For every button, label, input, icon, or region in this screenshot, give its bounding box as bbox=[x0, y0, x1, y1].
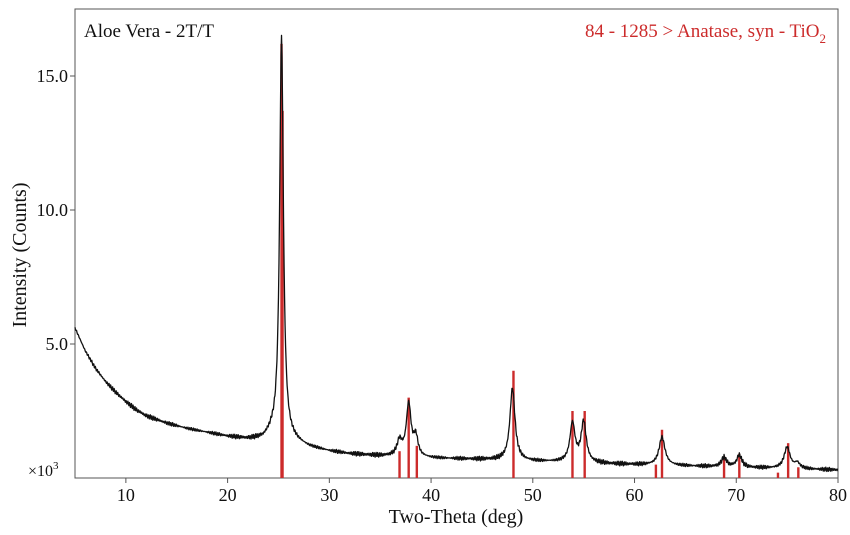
y-axis-label: Intensity (Counts) bbox=[9, 183, 31, 328]
y-tick-label: 5.0 bbox=[46, 334, 69, 354]
x-tick-label: 60 bbox=[626, 485, 644, 505]
y-multiplier-base: ×10 bbox=[28, 463, 53, 480]
x-tick-label: 10 bbox=[117, 485, 135, 505]
x-tick-label: 50 bbox=[524, 485, 542, 505]
y-tick-label: 10.0 bbox=[37, 200, 69, 220]
x-tick-label: 80 bbox=[829, 485, 847, 505]
x-axis-ticks: 10 20 30 40 50 60 70 80 bbox=[117, 478, 847, 505]
y-tick-label: 15.0 bbox=[37, 66, 69, 86]
x-tick-label: 70 bbox=[727, 485, 745, 505]
chart-title: Aloe Vera - 2T/T bbox=[84, 21, 214, 42]
x-tick-label: 30 bbox=[320, 485, 338, 505]
y-axis-ticks: 5.0 10.0 15.0 bbox=[37, 66, 75, 354]
x-axis-label: Two-Theta (deg) bbox=[389, 506, 524, 528]
reference-label-main: 84 - 1285 > Anatase, syn - TiO bbox=[585, 21, 820, 42]
x-tick-label: 20 bbox=[219, 485, 237, 505]
x-tick-label: 40 bbox=[422, 485, 440, 505]
reference-label-subscript: 2 bbox=[820, 31, 827, 46]
y-multiplier-label: ×103 bbox=[28, 460, 59, 480]
diffraction-pattern-line bbox=[74, 34, 839, 473]
y-multiplier-exponent: 3 bbox=[53, 460, 59, 472]
reference-label: 84 - 1285 > Anatase, syn - TiO2 bbox=[585, 21, 826, 46]
plot-frame bbox=[74, 8, 839, 479]
